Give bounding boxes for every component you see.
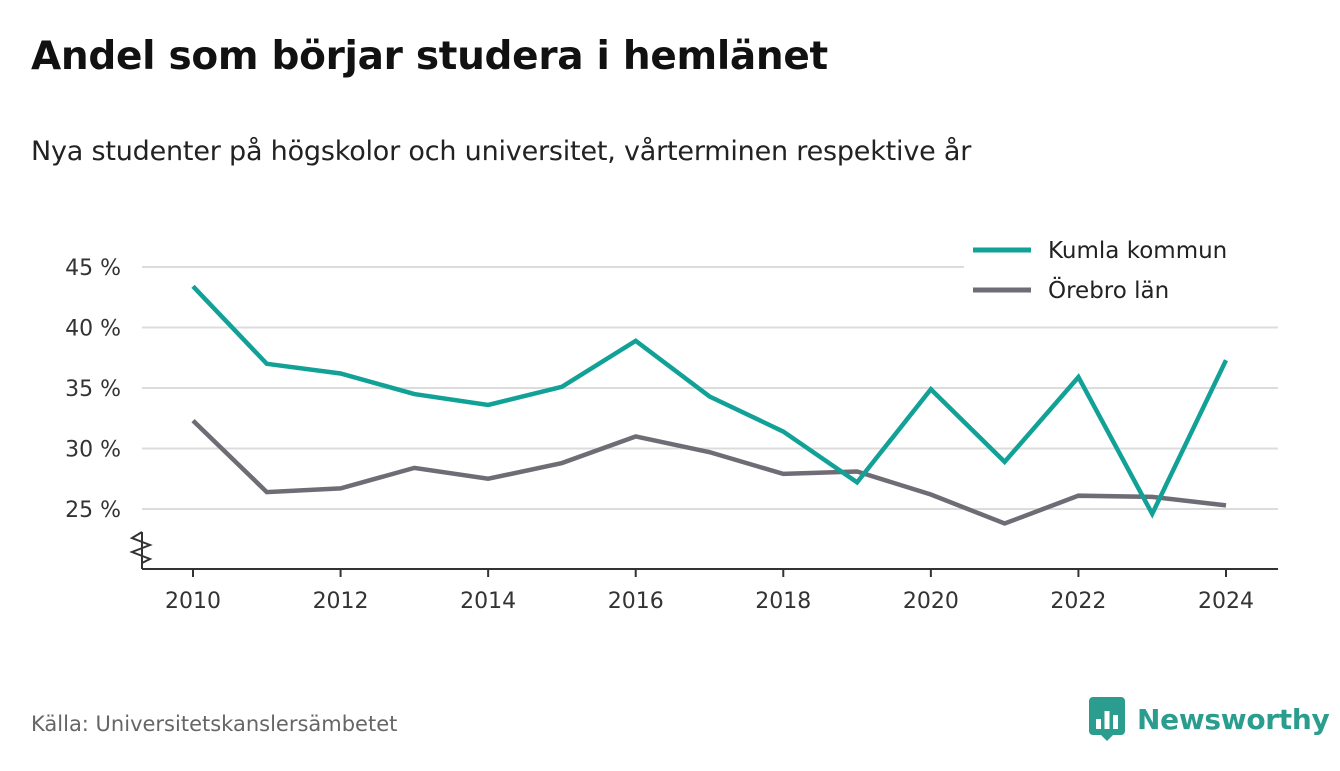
series-line-orebro-lan [191, 419, 1227, 526]
legend-label: Örebro län [1048, 276, 1169, 304]
series-lines [191, 284, 1229, 526]
legend-background [964, 228, 1280, 312]
x-tick-label: 2020 [903, 589, 959, 614]
series-line-kumla-kommun [191, 284, 1229, 519]
x-tick-label: 2016 [608, 589, 664, 614]
chart-title: Andel som börjar studera i hemlänet [31, 34, 828, 79]
y-tick-label: 40 % [65, 317, 121, 342]
axes [129, 531, 1278, 570]
x-tick-label: 2014 [460, 589, 516, 614]
y-axis-ticks: 25 % 30 % 35 % 40 % 45 % [65, 256, 121, 523]
x-tick-label: 2010 [165, 589, 221, 614]
y-tick-label: 45 % [65, 256, 121, 281]
legend: Kumla kommun Örebro län [964, 228, 1280, 312]
x-axis-ticks: 2010 2012 2014 2016 2018 2020 2022 2024 [165, 569, 1254, 614]
y-tick-label: 30 % [65, 438, 121, 463]
y-tick-label: 25 % [65, 498, 121, 523]
brand-name: Newsworthy [1137, 702, 1330, 736]
legend-label: Kumla kommun [1048, 238, 1227, 264]
chart-subtitle: Nya studenter på högskolor och universit… [31, 136, 972, 167]
newsworthy-logo-icon [1089, 697, 1125, 741]
x-tick-label: 2018 [755, 589, 811, 614]
line-chart: 25 %30 %35 %40 %45 % 2010 2012 2014 2016 201… [65, 228, 1280, 614]
x-tick-label: 2024 [1198, 589, 1254, 614]
source-note: Källa: Universitetskanslersämbetet [31, 712, 398, 736]
axis-break-icon [129, 531, 153, 564]
brand: Newsworthy [1089, 697, 1330, 741]
x-tick-label: 2012 [313, 589, 369, 614]
x-tick-label: 2022 [1050, 589, 1106, 614]
y-tick-label: 35 % [65, 377, 121, 402]
